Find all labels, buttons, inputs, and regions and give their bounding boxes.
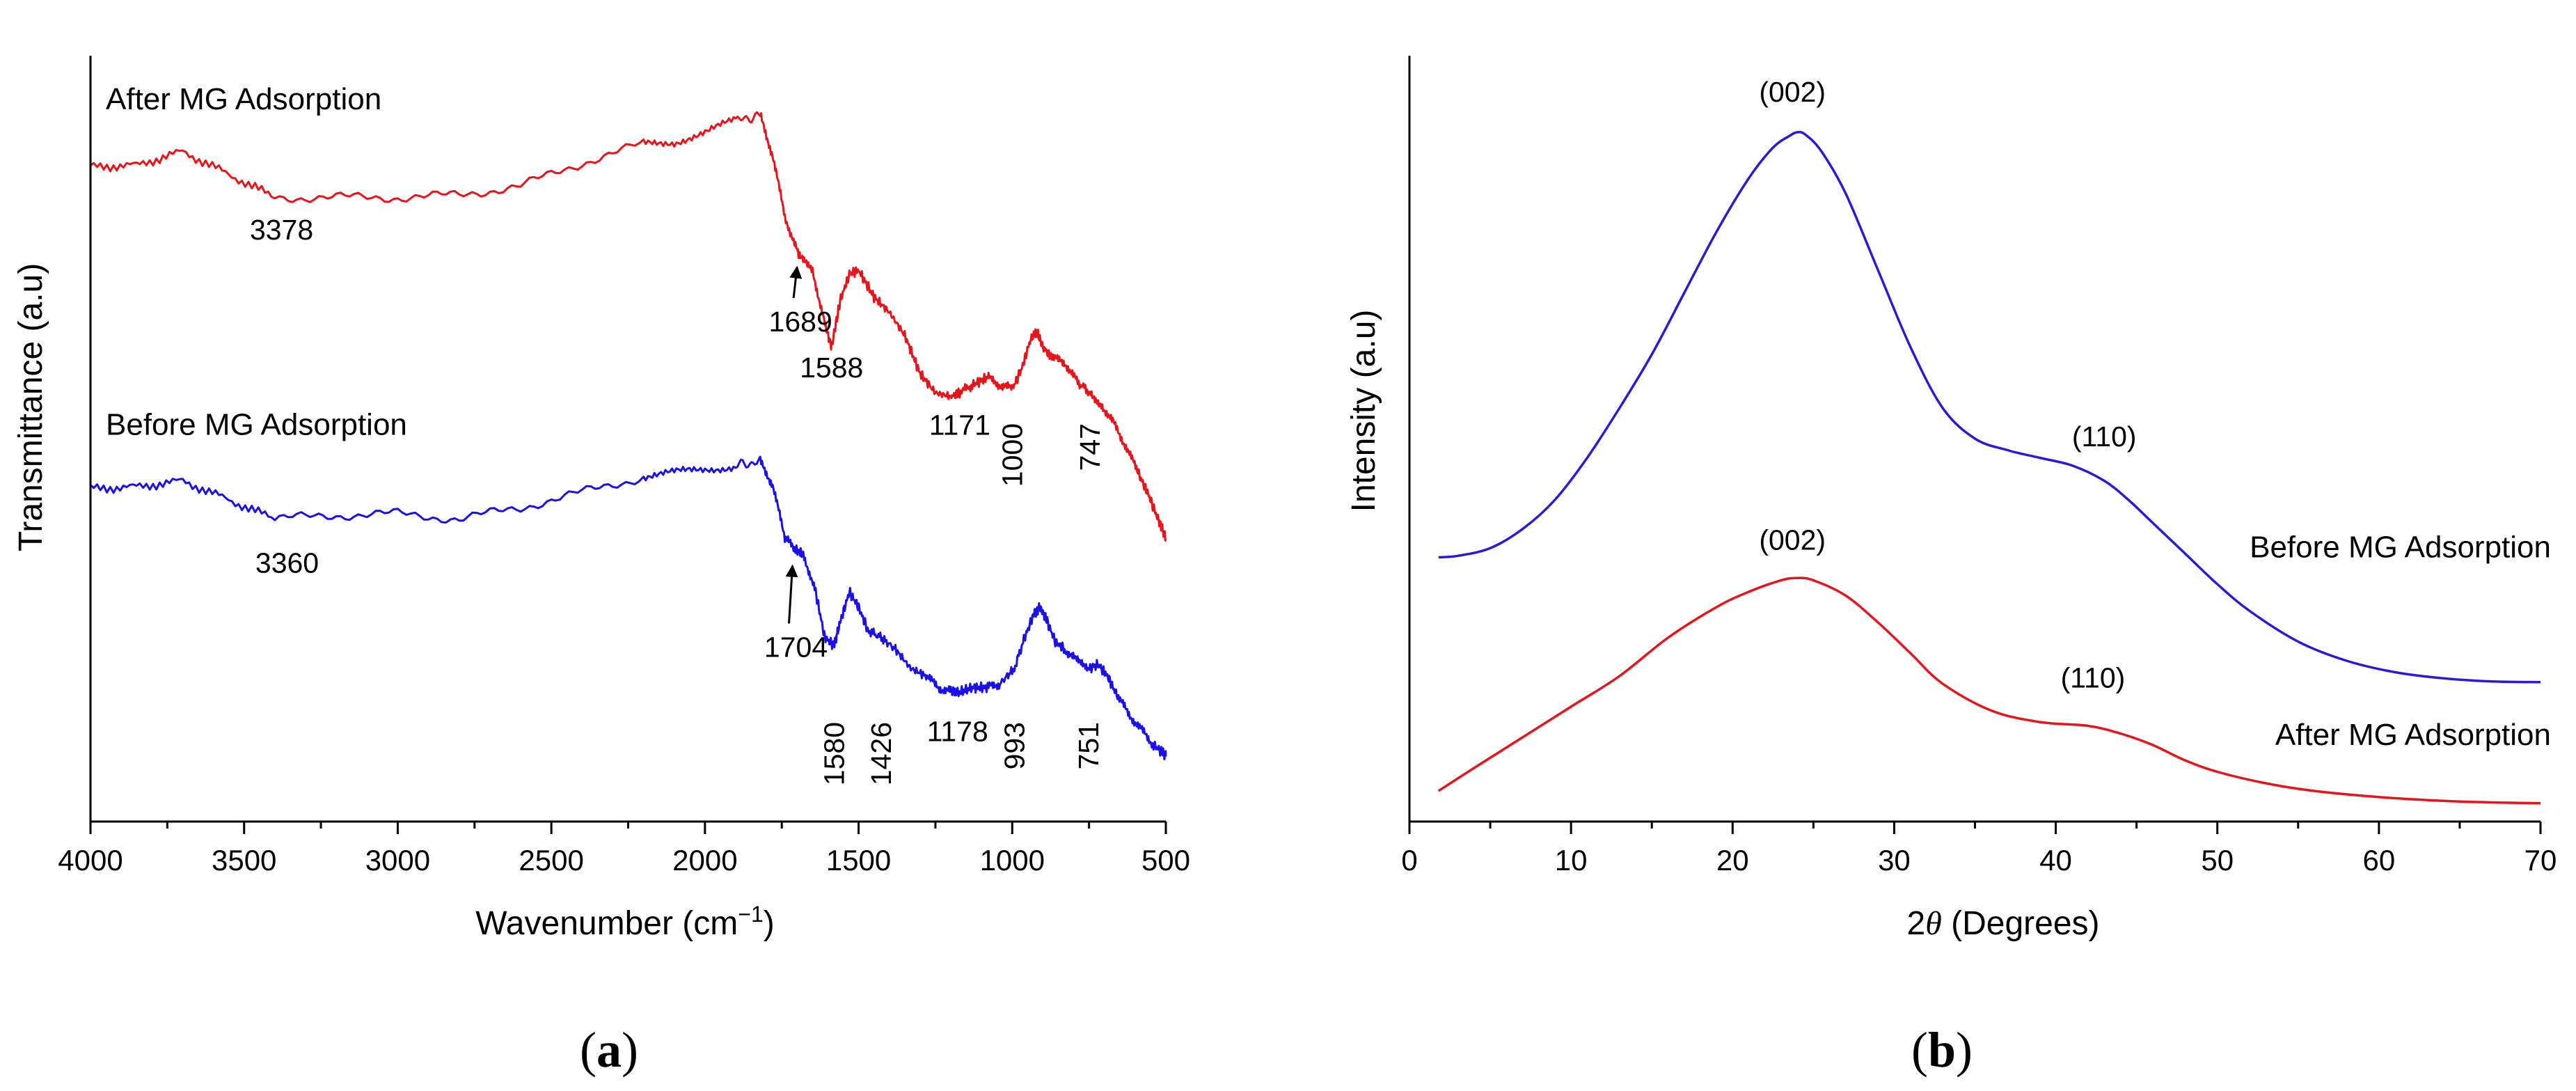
- peak-label: 1588: [800, 352, 863, 384]
- panel-a-label-letter: a: [596, 1022, 622, 1078]
- peak-label: 1000: [996, 423, 1028, 487]
- panel-a-series-group: [89, 111, 1167, 760]
- panel-b-x-axis-title: 2θ (Degrees): [1906, 905, 2099, 942]
- x-tick-label: 4000: [58, 844, 123, 877]
- peak-label: 3360: [255, 547, 319, 579]
- series-label: After MG Adsorption: [2275, 718, 2551, 752]
- panel-b-series-after-mg-adsorption: [1437, 576, 2541, 805]
- panel-b-label-letter: b: [1928, 1022, 1956, 1078]
- panel-b-x-axis-title-prefix: 2: [1906, 905, 1925, 942]
- x-tick-label: 40: [2039, 844, 2072, 877]
- series-label: Before MG Adsorption: [106, 408, 407, 442]
- peak-label: (002): [1759, 76, 1826, 108]
- peak-arrow: [789, 265, 803, 299]
- series-label: After MG Adsorption: [106, 82, 381, 116]
- x-tick-label: 3500: [212, 844, 276, 877]
- panel-b-x-axis-title-suffix: (Degrees): [1942, 905, 2100, 942]
- x-tick-label: 60: [2362, 844, 2395, 877]
- peak-label: 751: [1073, 722, 1105, 769]
- peak-label: 993: [998, 722, 1030, 769]
- panel-a-series-after-mg-adsorption: [90, 111, 1167, 542]
- x-tick-label: 1000: [980, 844, 1045, 877]
- x-tick-label: 2500: [519, 844, 583, 877]
- peak-label: (110): [2072, 421, 2137, 453]
- series-label: Before MG Adsorption: [2250, 531, 2551, 565]
- panel-a-y-axis-title: Transmittance (a.u): [13, 263, 49, 551]
- panel-a-ticks: 4000 3500 3000 2500 2000 1500 1000 500: [58, 822, 1190, 877]
- panel-b-x-axis-title-theta: θ: [1925, 905, 1942, 942]
- x-tick-label: 500: [1141, 844, 1190, 877]
- x-tick-label: 3000: [365, 844, 430, 877]
- panel-b-ticks: 0 10 20 30 40 50 60 70: [1401, 822, 2557, 877]
- peak-label: 1704: [764, 631, 828, 664]
- x-tick-label: 2000: [672, 844, 737, 877]
- panel-a-x-axis-title: Wavenumber (cm−1): [475, 902, 774, 942]
- panel-b-xrd-chart: 0 10 20 30 40 50 60 70 Before MG Adsorption Afte…: [1345, 56, 2557, 1078]
- panel-a-ftir-chart: 4000 3500 3000 2500 2000 1500 1000 500 After MG…: [13, 56, 1190, 1078]
- panel-b-annotations: Before MG Adsorption After MG Adsorption (…: [1759, 76, 2551, 752]
- x-tick-label: 70: [2524, 844, 2557, 877]
- peak-label: 747: [1074, 423, 1106, 471]
- peak-label: (110): [2061, 662, 2126, 694]
- panel-a-x-axis-title-main: Wavenumber (cm: [475, 905, 738, 942]
- x-tick-label: 30: [1878, 844, 1911, 877]
- peak-label: (002): [1759, 524, 1826, 556]
- x-tick-label: 1500: [826, 844, 891, 877]
- x-tick-label: 10: [1555, 844, 1588, 877]
- panel-a-label: (a): [580, 1022, 638, 1078]
- peak-label: 3378: [250, 214, 313, 246]
- panel-b-y-axis-title: Intensity (a.u): [1345, 310, 1382, 512]
- panel-a-x-axis-title-sup: −1: [738, 902, 763, 927]
- x-tick-label: 50: [2201, 844, 2234, 877]
- panel-a-x-axis-title-end: ): [764, 905, 775, 942]
- peak-arrow: [785, 564, 798, 624]
- peak-label: 1580: [818, 722, 850, 785]
- panel-b-series-group: [1437, 130, 2541, 805]
- x-tick-label: 20: [1716, 844, 1749, 877]
- peak-label: 1178: [927, 716, 988, 748]
- x-tick-label: 0: [1401, 844, 1417, 877]
- panel-b-series-before-mg-adsorption: [1438, 130, 2541, 684]
- peak-label: 1171: [929, 409, 990, 441]
- panel-a-annotations: After MG Adsorption Before MG Adsorption 3…: [106, 82, 1106, 785]
- panel-a-series-before-mg-adsorption: [89, 455, 1167, 760]
- panel-b-label: (b): [1911, 1022, 1973, 1078]
- peak-label: 1689: [769, 306, 832, 338]
- peak-label: 1426: [865, 722, 897, 785]
